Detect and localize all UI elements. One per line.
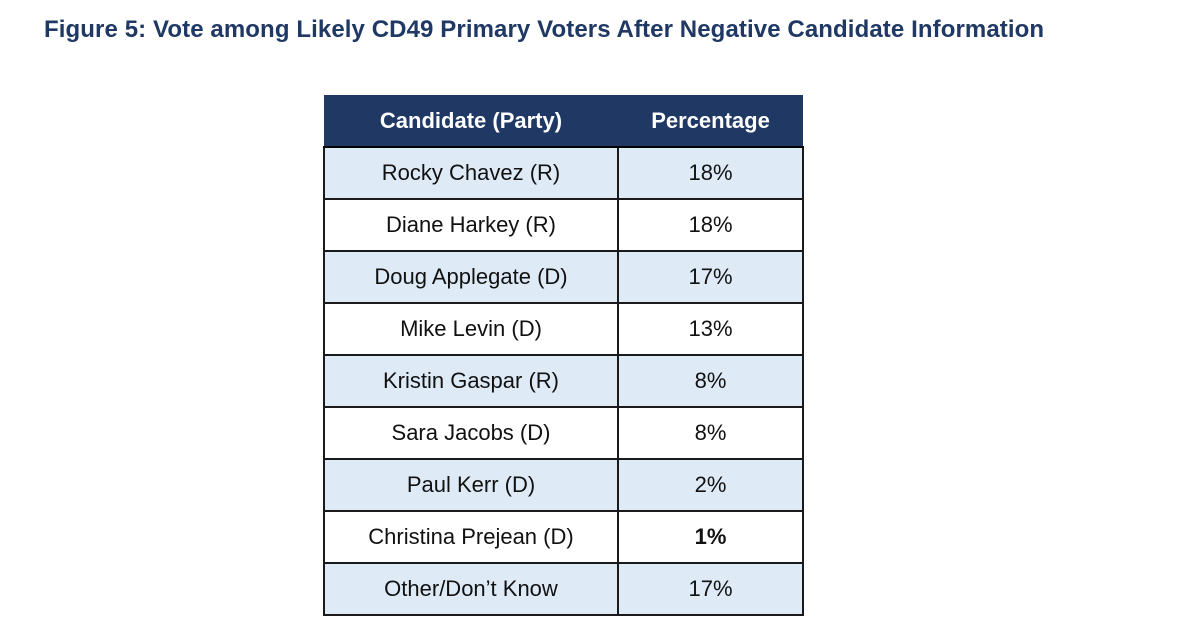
table-row: Paul Kerr (D) 2% (323, 458, 804, 512)
table-row: Christina Prejean (D) 1% (323, 510, 804, 564)
percentage-cell: 2% (617, 458, 804, 512)
table-row: Diane Harkey (R) 18% (323, 198, 804, 252)
candidate-cell: Doug Applegate (D) (323, 250, 619, 304)
results-table: Candidate (Party) Percentage Rocky Chave… (323, 95, 804, 616)
percentage-cell: 8% (617, 354, 804, 408)
percentage-cell: 17% (617, 250, 804, 304)
percentage-cell: 13% (617, 302, 804, 356)
table-row: Sara Jacobs (D) 8% (323, 406, 804, 460)
candidate-cell: Diane Harkey (R) (323, 198, 619, 252)
table-row: Kristin Gaspar (R) 8% (323, 354, 804, 408)
table-header-row: Candidate (Party) Percentage (324, 95, 803, 148)
candidate-cell: Kristin Gaspar (R) (323, 354, 619, 408)
results-table-container: Candidate (Party) Percentage Rocky Chave… (323, 95, 804, 616)
table-row: Other/Don’t Know 17% (323, 562, 804, 616)
header-candidate: Candidate (Party) (324, 95, 618, 148)
percentage-cell: 18% (617, 146, 804, 200)
table-row: Mike Levin (D) 13% (323, 302, 804, 356)
candidate-cell: Rocky Chavez (R) (323, 146, 619, 200)
table-row: Rocky Chavez (R) 18% (323, 146, 804, 200)
candidate-cell: Christina Prejean (D) (323, 510, 619, 564)
header-percentage: Percentage (618, 95, 803, 148)
percentage-cell: 17% (617, 562, 804, 616)
candidate-cell: Mike Levin (D) (323, 302, 619, 356)
candidate-cell: Sara Jacobs (D) (323, 406, 619, 460)
candidate-cell: Other/Don’t Know (323, 562, 619, 616)
percentage-cell: 18% (617, 198, 804, 252)
percentage-cell: 8% (617, 406, 804, 460)
candidate-cell: Paul Kerr (D) (323, 458, 619, 512)
table-row: Doug Applegate (D) 17% (323, 250, 804, 304)
figure-title: Figure 5: Vote among Likely CD49 Primary… (44, 16, 1045, 43)
percentage-cell: 1% (617, 510, 804, 564)
